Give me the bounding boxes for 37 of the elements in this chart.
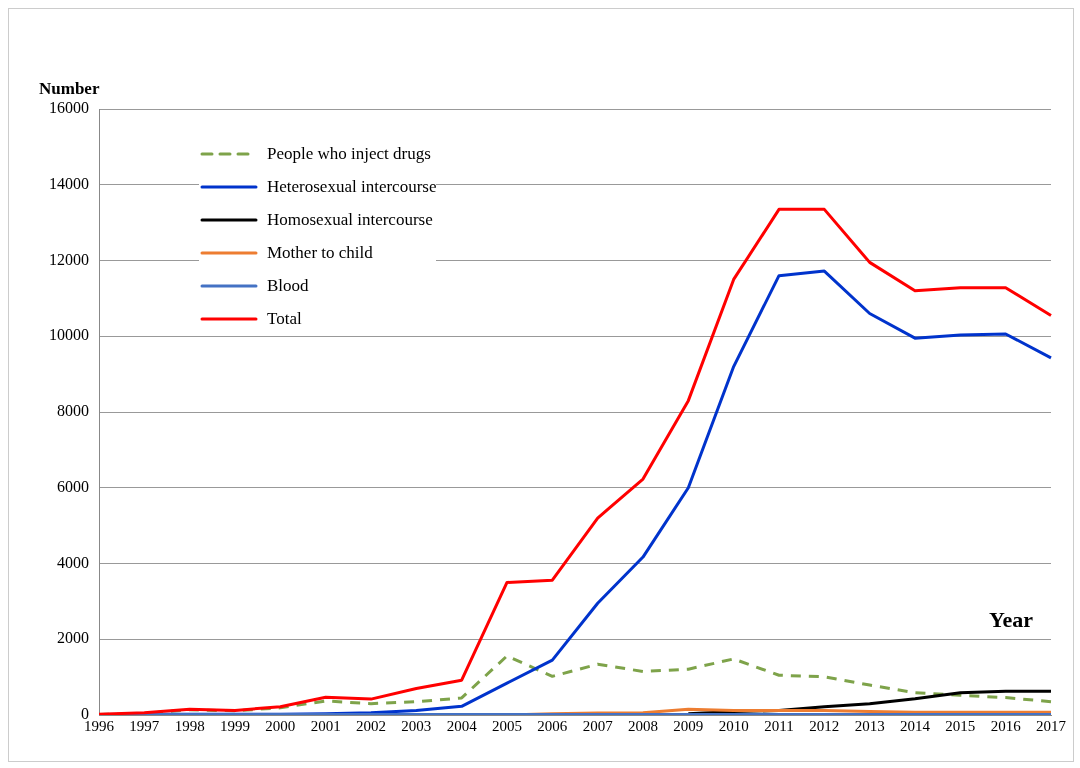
x-tick-label: 2013 [854,717,885,734]
y-tick-label: 16000 [49,99,89,117]
x-tick-label: 2010 [718,717,749,734]
legend-label: Mother to child [267,242,373,263]
x-tick-label: 1997 [129,717,160,734]
x-tick-label: 1999 [220,717,250,734]
x-tick-label: 2009 [673,717,704,734]
x-tick-label: 2011 [764,717,794,734]
y-tick-label: 6000 [57,477,89,495]
y-tick-label: 14000 [49,174,89,192]
y-axis-title: Number [39,79,100,99]
x-axis-title: Year [989,607,1033,633]
x-tick-label: 2017 [1036,717,1067,734]
x-tick-label: 2003 [401,717,432,734]
y-tick-label: 8000 [57,402,89,420]
y-tick-label: 10000 [49,326,89,344]
y-tick-label: 12000 [49,250,89,268]
x-tick-label: 2014 [900,717,931,734]
x-tick-label: 2005 [492,717,522,734]
x-tick-label: 2007 [582,717,614,734]
y-tick-label: 4000 [57,553,89,571]
legend-label: Blood [267,275,309,296]
x-tick-label: 2000 [265,717,296,734]
legend-label: Heterosexual intercourse [267,176,437,197]
x-tick-label: 2016 [990,717,1022,734]
legend-label: Total [267,308,302,329]
x-tick-label: 2008 [628,717,658,734]
x-tick-label: 2015 [945,717,976,734]
legend-label: Homosexual intercourse [267,209,433,230]
y-tick-label: 2000 [57,629,89,647]
x-tick-label: 1998 [174,717,205,734]
legend-label: People who inject drugs [267,143,431,164]
x-tick-label: 2001 [310,717,341,734]
x-tick-label: 2004 [446,717,478,734]
x-tick-label: 2002 [356,717,386,734]
x-tick-label: 2012 [809,717,840,734]
x-tick-label: 2006 [537,717,568,734]
